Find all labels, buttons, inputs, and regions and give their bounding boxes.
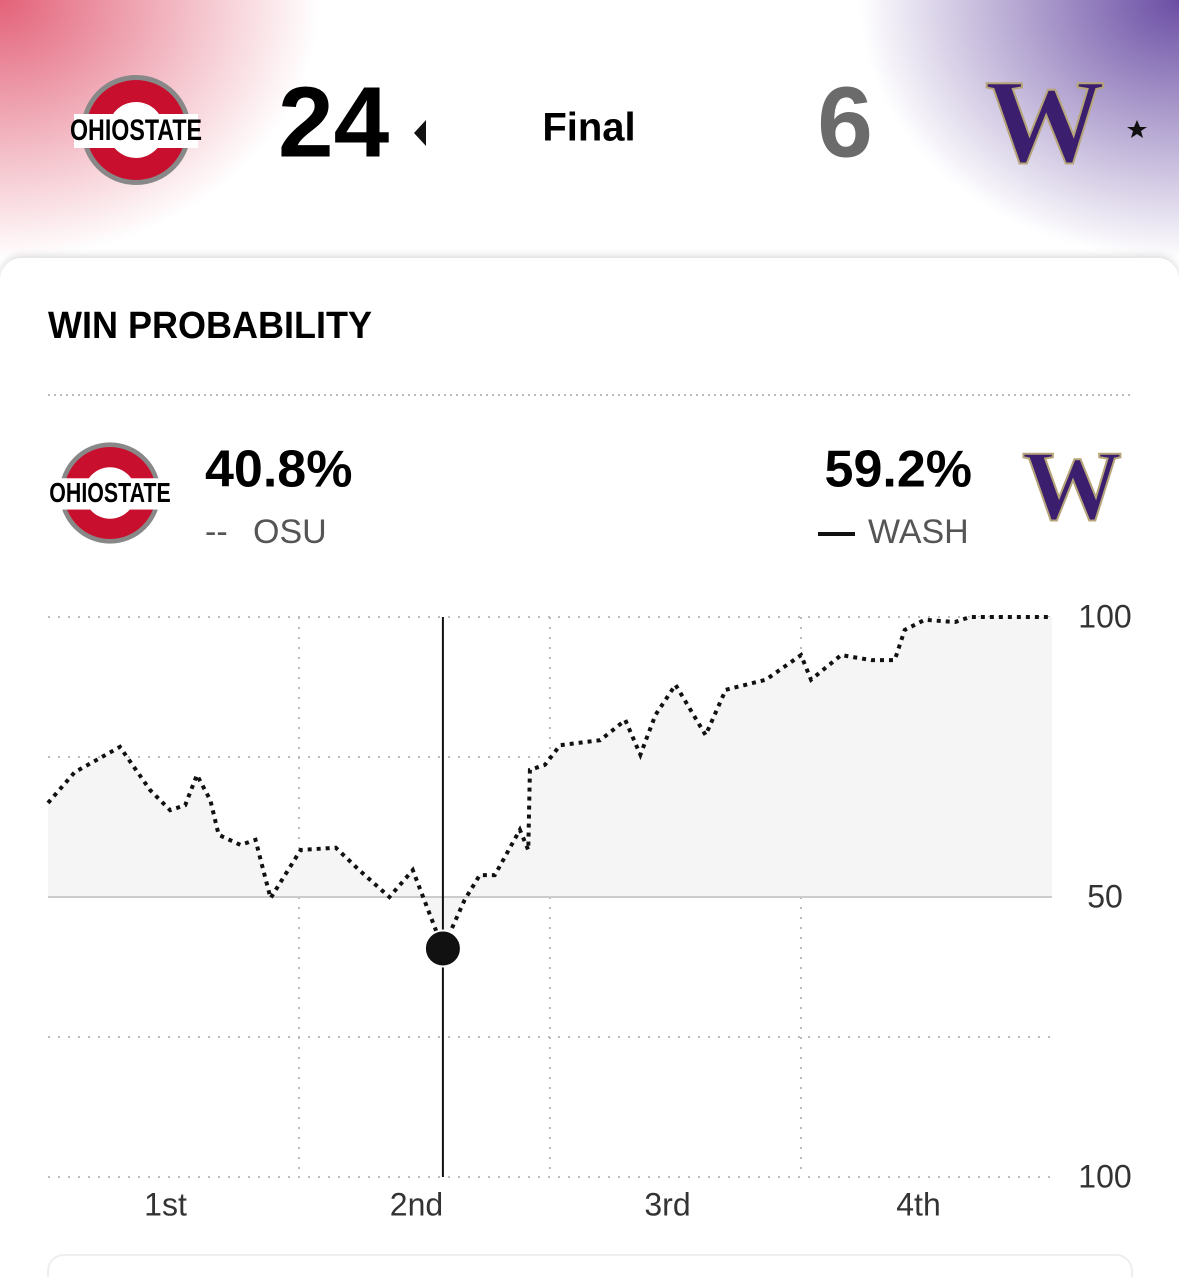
team-logo: OHIOSTATE: [70, 75, 202, 185]
legend-label: WASH: [868, 513, 969, 551]
score: 24: [278, 66, 390, 178]
logo-text: OHIOSTATE: [70, 114, 202, 147]
legend-label: OSU: [253, 513, 327, 551]
card-title: WIN PROBABILITY: [48, 305, 372, 347]
selected-point: [423, 929, 462, 968]
y-tick-label: 100: [1078, 598, 1131, 634]
bg-accent: [859, 0, 1179, 260]
win-probability-line: [46, 615, 1052, 954]
period-label: 2nd: [390, 1186, 443, 1222]
possession-arrow: [414, 120, 426, 146]
y-tick-label: 50: [1087, 878, 1123, 914]
y-tick-label: 100: [1078, 1158, 1131, 1194]
next-card: [47, 1254, 1133, 1282]
team-logo: W: [1022, 430, 1122, 541]
win-probability: 59.2%: [825, 441, 972, 499]
rank-star: [1127, 120, 1147, 138]
area-fill: [48, 617, 1052, 949]
game-status: Final: [542, 106, 635, 150]
team-logo: W: [985, 55, 1105, 188]
logo-text: OHIOSTATE: [49, 477, 170, 508]
legend-marker: --: [205, 513, 228, 551]
period-label: 4th: [896, 1186, 940, 1222]
team-logo: OHIOSTATE: [49, 442, 171, 544]
period-label: 3rd: [644, 1186, 690, 1222]
win-probability: 40.8%: [205, 441, 352, 499]
period-label: 1st: [144, 1186, 187, 1222]
score: 6: [817, 66, 873, 178]
